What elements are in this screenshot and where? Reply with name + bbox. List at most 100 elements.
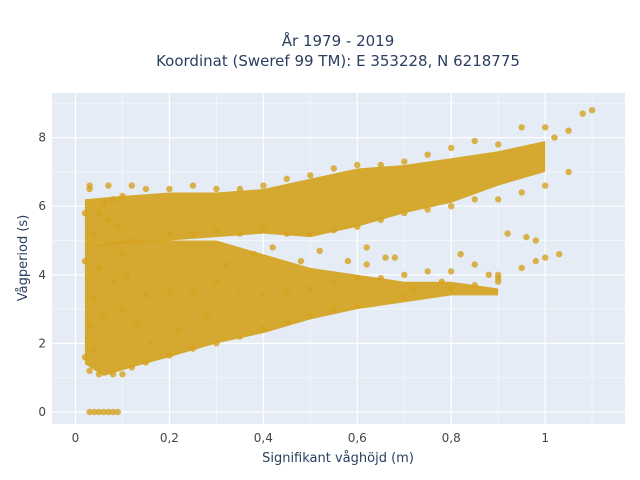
scatter-point — [471, 196, 478, 203]
scatter-point — [471, 281, 478, 289]
x-tick-label-4: 0,8 — [442, 431, 461, 445]
scatter-point — [213, 278, 220, 285]
scatter-point — [236, 285, 244, 292]
scatter-points — [81, 107, 596, 416]
scatter-point — [401, 293, 408, 301]
scatter-point — [133, 319, 140, 326]
scatter-point — [448, 144, 455, 152]
x-tick-label-5: 1 — [541, 431, 549, 445]
scatter-point — [109, 408, 117, 416]
scatter-point — [518, 124, 525, 131]
scatter-point — [354, 223, 361, 230]
x-tick-label-2: 0,4 — [254, 431, 273, 445]
scatter-point — [123, 271, 131, 278]
scatter-point — [283, 288, 290, 296]
x-tick-label-1: 0,2 — [160, 431, 179, 445]
chart-title-line-2: Koordinat (Sweref 99 TM): E 353228, N 62… — [156, 52, 520, 70]
scatter-point — [142, 185, 150, 193]
scatter-point — [100, 408, 107, 416]
scatter-point — [448, 203, 455, 210]
scatter-point — [518, 189, 525, 196]
scatter-point — [354, 302, 361, 309]
scatter-point — [128, 182, 135, 189]
scatter-point — [532, 237, 539, 244]
scatter-point — [260, 223, 267, 230]
scatter-point — [250, 251, 258, 258]
scatter-point — [128, 364, 135, 371]
scatter-point — [86, 182, 93, 189]
scatter-point — [330, 278, 337, 285]
scatter-point — [119, 371, 126, 378]
scatter-point — [307, 285, 314, 292]
scatter-point — [532, 257, 539, 265]
scatter-point — [128, 237, 135, 244]
scatter-point — [354, 275, 361, 282]
scatter-point — [269, 244, 276, 251]
scatter-point — [91, 230, 98, 237]
scatter-point — [236, 230, 244, 237]
x-tick-label-3: 0,6 — [348, 431, 367, 445]
chart-title-line-1: År 1979 - 2019 — [282, 31, 395, 50]
scatter-point — [401, 209, 408, 217]
scatter-point — [542, 254, 549, 261]
scatter-point — [283, 319, 290, 326]
scatter-point — [471, 137, 478, 145]
y-tick-labels: 0 2 4 6 8 — [38, 131, 46, 419]
scatter-point — [307, 230, 314, 237]
scatter-point — [119, 251, 126, 258]
scatter-point — [485, 271, 492, 278]
scatter-point — [86, 408, 93, 416]
scatter-point — [438, 278, 445, 285]
scatter-point — [330, 305, 337, 313]
scatter-point — [565, 127, 572, 134]
scatter-point — [283, 230, 290, 237]
scatter-point — [307, 312, 314, 320]
scatter-point — [119, 192, 126, 200]
scatter-point — [142, 292, 150, 299]
scatter-point — [95, 209, 103, 217]
scatter-point — [81, 257, 89, 265]
scatter-point — [189, 182, 197, 189]
scatter-point — [86, 367, 93, 374]
scatter-point — [166, 352, 173, 359]
scatter-point — [213, 185, 220, 193]
scatter-point — [166, 230, 173, 237]
scatter-point — [307, 172, 314, 179]
scatter-point — [105, 216, 112, 224]
scatter-point — [354, 161, 361, 169]
y-axis-title: Vågperiod (s) — [16, 215, 31, 302]
scatter-point — [81, 353, 89, 361]
scatter-point — [556, 251, 563, 258]
scatter-point — [109, 278, 117, 285]
scatter-point — [109, 371, 117, 378]
y-tick-label-3: 6 — [38, 199, 46, 213]
scatter-point — [495, 278, 502, 285]
scatter-point — [579, 110, 586, 117]
scatter-point — [100, 199, 107, 206]
y-tick-label-4: 8 — [38, 131, 46, 145]
scatter-point — [166, 185, 173, 193]
scatter-point — [565, 168, 572, 176]
scatter-point — [382, 254, 389, 261]
scatter-point — [377, 275, 384, 282]
scatter-point — [410, 285, 417, 292]
scatter-point — [189, 288, 197, 296]
scatter-point — [424, 206, 431, 213]
scatter-point — [95, 371, 103, 378]
scatter-point — [142, 359, 150, 366]
lower-band — [84, 240, 499, 376]
scatter-point — [236, 185, 244, 193]
y-tick-label-0: 0 — [38, 405, 46, 419]
scatter-point — [542, 182, 549, 189]
scatter-point — [260, 292, 267, 299]
scatter-point — [448, 285, 455, 292]
scatter-point — [391, 254, 399, 261]
scatter-point — [213, 227, 220, 234]
scatter-point — [401, 158, 408, 165]
scatter-point — [457, 251, 464, 258]
scatter-point — [95, 264, 103, 272]
y-tick-label-1: 2 — [38, 336, 46, 350]
scatter-point — [105, 408, 112, 416]
scatter-point — [175, 326, 182, 333]
scatter-point — [401, 271, 408, 278]
